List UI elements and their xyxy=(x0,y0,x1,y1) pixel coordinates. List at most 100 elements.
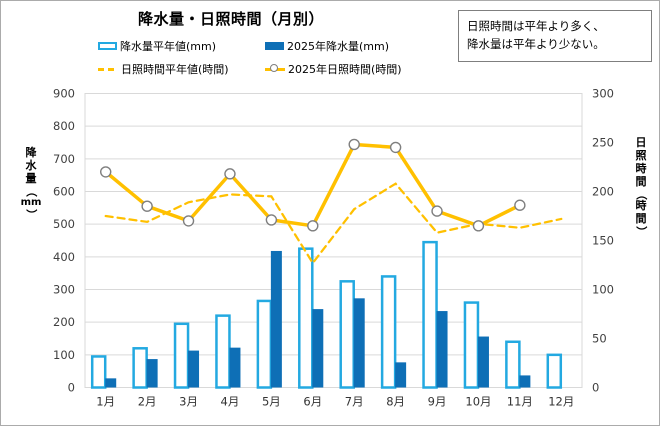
chart-legend: 降水量平年値(mm) 2025年降水量(mm) 日照時間平年値(時間) 2025… xyxy=(98,38,402,77)
bar-precip-normal xyxy=(422,240,438,389)
left-axis-ticks: 0 100 200 300 400 500 600 700 800 900 xyxy=(53,87,75,395)
legend-item-precip-2025: 2025年降水量(mm) xyxy=(265,38,402,54)
axis-title-char: 時 xyxy=(635,161,647,175)
left-tick-label: 500 xyxy=(53,217,75,231)
bar-precip-2025 xyxy=(477,336,489,388)
bar-precip-normal xyxy=(298,247,314,389)
bar-precip-normal xyxy=(215,314,231,389)
right-tick-label: 50 xyxy=(592,332,607,346)
bar-precip-2025 xyxy=(188,350,200,388)
right-axis-ticks: 0 50 100 150 200 250 300 xyxy=(592,87,614,395)
bars-precip-2025 xyxy=(105,250,531,388)
bar-precip-normal xyxy=(339,280,355,389)
left-tick-label: 600 xyxy=(53,185,75,199)
axis-title-char: 間 xyxy=(635,211,647,225)
axis-title-char: 降 xyxy=(25,146,37,159)
sunshine-2025-marker xyxy=(431,205,443,217)
left-axis-title: 降水量（mm） xyxy=(17,146,45,220)
left-tick-label: 800 xyxy=(53,119,75,133)
axis-title-char: mm xyxy=(20,196,42,208)
outlined-bar-swatch-icon xyxy=(98,42,117,50)
sunshine-2025-marker xyxy=(100,166,112,178)
axis-title-char: 時 xyxy=(635,198,647,212)
x-axis-label: 7月 xyxy=(345,395,364,409)
x-axis-label: 2月 xyxy=(138,395,157,409)
x-axis-label: 12月 xyxy=(548,395,574,409)
bar-precip-normal xyxy=(546,353,563,389)
right-tick-label: 150 xyxy=(592,234,614,248)
bar-precip-2025 xyxy=(146,359,158,388)
bar-precip-2025 xyxy=(436,311,448,388)
sunshine-2025-marker xyxy=(389,141,402,154)
annotation-box: 日照時間は平年より多く、 降水量は平年より少ない。 xyxy=(458,10,652,62)
sunshine-2025-marker xyxy=(348,138,360,151)
sunshine-2025-marker xyxy=(307,220,319,232)
sunshine-2025-marker xyxy=(141,200,153,212)
sunshine-2025-marker xyxy=(472,220,485,232)
axis-title-char: 量 xyxy=(25,171,37,185)
x-axis-label: 5月 xyxy=(262,395,281,409)
left-tick-label: 100 xyxy=(53,348,75,362)
marker-line-swatch-icon xyxy=(265,64,285,72)
sunshine-normal-line xyxy=(104,182,563,266)
legend-label: 降水量平年値(mm) xyxy=(120,40,217,53)
annotation-line: 日照時間は平年より多く、 xyxy=(467,19,605,33)
right-tick-label: 300 xyxy=(592,87,614,101)
sunshine-2025-marker xyxy=(265,214,278,226)
chart-title: 降水量・日照時間（月別） xyxy=(137,10,324,28)
bar-precip-normal xyxy=(463,301,480,389)
annotation-line: 降水量は平年より少ない。 xyxy=(467,36,605,51)
x-axis-label: 9月 xyxy=(428,395,447,409)
legend-item-precip-normal: 降水量平年値(mm) xyxy=(98,38,265,54)
sunshine-2025-marker xyxy=(182,215,195,227)
x-axis-label: 4月 xyxy=(221,395,240,409)
bar-precip-2025 xyxy=(395,362,407,388)
x-axis-label: 11月 xyxy=(507,395,533,409)
legend-label: 日照時間平年値(時間) xyxy=(121,63,229,76)
circle-marker-icon xyxy=(270,64,278,72)
right-tick-label: 200 xyxy=(592,185,614,199)
left-tick-label: 200 xyxy=(53,315,75,329)
legend-label: 2025年降水量(mm) xyxy=(287,40,390,53)
bar-precip-2025 xyxy=(270,250,282,388)
sunshine-2025-marker xyxy=(514,199,526,211)
solid-bar-swatch-icon xyxy=(265,42,284,50)
right-tick-label: 100 xyxy=(592,283,614,297)
bar-precip-normal xyxy=(380,275,397,389)
sunshine-2025-markers xyxy=(100,138,526,232)
right-tick-label: 250 xyxy=(592,136,614,150)
x-axis-label: 1月 xyxy=(96,395,115,409)
left-tick-label: 700 xyxy=(53,152,75,166)
bar-precip-2025 xyxy=(105,378,117,388)
bar-precip-2025 xyxy=(229,347,241,388)
bar-precip-normal xyxy=(256,299,273,389)
legend-item-sunshine-normal: 日照時間平年値(時間) xyxy=(98,61,265,77)
bar-precip-normal xyxy=(132,347,148,389)
bars-precip-normal xyxy=(90,240,563,389)
right-tick-label: 0 xyxy=(592,381,599,395)
x-axis-label: 10月 xyxy=(465,395,491,409)
gridlines xyxy=(85,93,582,356)
bar-precip-2025 xyxy=(312,309,324,388)
axis-title-char: 日 xyxy=(635,136,647,149)
sunshine-2025-line xyxy=(103,142,522,228)
left-tick-label: 300 xyxy=(53,283,75,297)
left-tick-label: 900 xyxy=(53,87,75,101)
legend-label: 2025年日照時間(時間) xyxy=(288,63,402,76)
bar-precip-2025 xyxy=(353,298,365,388)
x-axis-label: 6月 xyxy=(303,395,322,409)
axis-title-char: 照 xyxy=(635,148,647,162)
x-axis-label: 8月 xyxy=(386,395,405,409)
left-tick-label: 400 xyxy=(53,250,75,264)
axis-title-char: 水 xyxy=(25,158,37,172)
sunshine-2025-marker xyxy=(224,168,236,180)
bar-precip-normal xyxy=(90,355,107,389)
axis-title-char: 間 xyxy=(635,174,647,188)
bar-precip-normal xyxy=(173,322,190,389)
dashed-line-swatch-icon xyxy=(98,67,118,71)
x-axis-labels: 1月 2月 3月 4月 5月 6月 7月 8月 9月 10月 11月 12月 xyxy=(96,395,574,409)
plot-border xyxy=(84,93,583,388)
legend-item-sunshine-2025: 2025年日照時間(時間) xyxy=(265,61,402,77)
